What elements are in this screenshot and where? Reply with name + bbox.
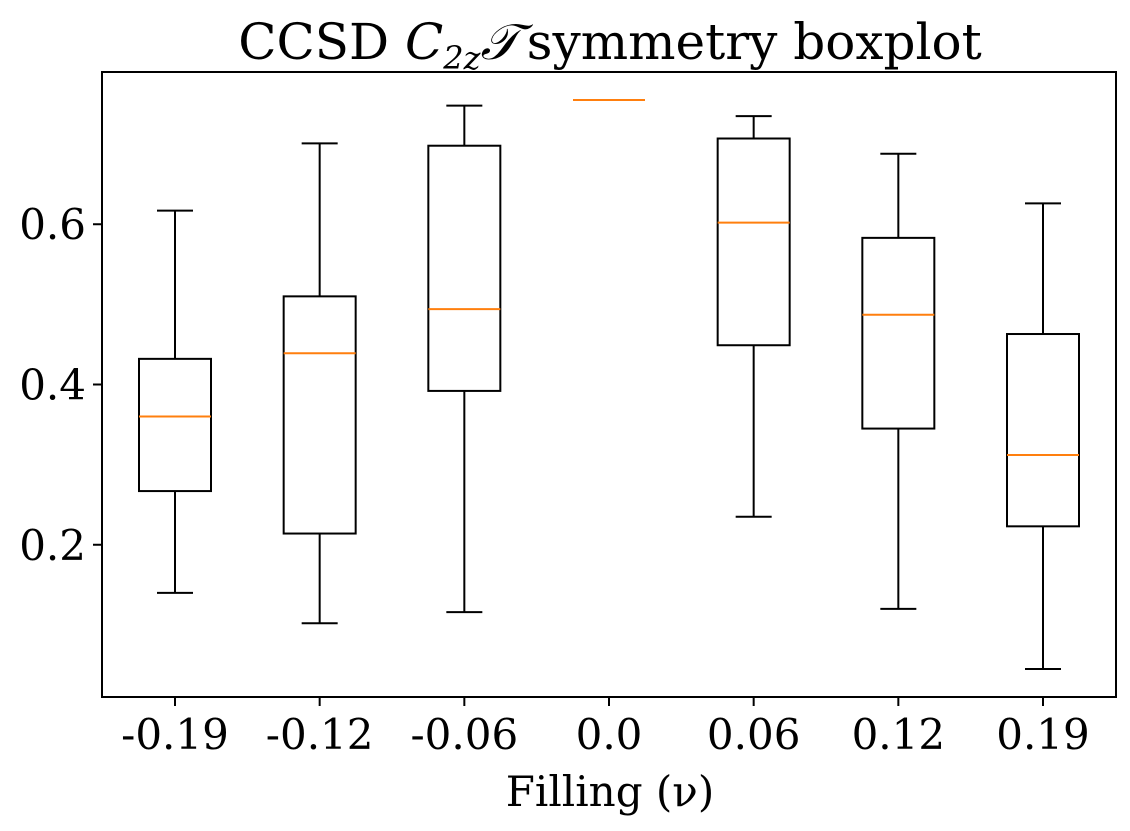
title-suffix: symmetry boxplot [527,13,982,71]
x-tick-label-cat-7: 0.19 [996,710,1090,759]
x-tick-label-cat-2: -0.12 [266,710,374,759]
title-math-symbol: 𝒯 [480,13,533,71]
x-tick-label-cat-4: 0.0 [576,710,643,759]
x-tick-label-cat-3: -0.06 [410,710,518,759]
title-math-main: C [405,13,443,71]
x-tick-label-cat-1: -0.19 [121,710,229,759]
chart-title: CCSD C2z𝒯 symmetry boxplot [238,13,982,77]
y-tick-label-3: 0.6 [19,200,86,249]
box-cat-2 [282,295,357,535]
box-cat-5 [716,137,791,347]
x-axis-label: Filling (ν) [506,767,714,816]
x-tick-label-cat-5: 0.06 [707,710,801,759]
x-tick-label-cat-6: 0.12 [852,710,946,759]
box-cat-3 [427,144,502,392]
y-tick-label-2: 0.4 [19,361,86,410]
plot-area: -0.19 -0.12 -0.06 0.0 0.06 0.12 0.19 0.2 0.4 0.6 [19,99,1090,759]
title-math-sub: 2z [442,39,481,77]
y-tick-label-1: 0.2 [19,521,86,570]
plot-frame [101,71,1117,698]
title-prefix: CCSD [238,13,405,71]
box-cat-1 [138,357,212,493]
box-cat-6 [861,236,936,430]
box-cat-7 [1006,333,1080,528]
